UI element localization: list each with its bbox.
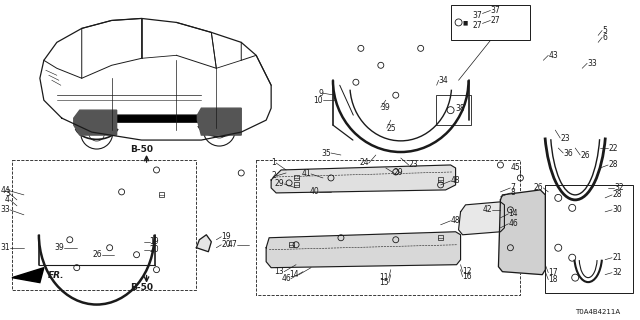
Text: 28: 28 xyxy=(608,161,618,170)
Text: 19: 19 xyxy=(221,232,231,241)
Polygon shape xyxy=(271,165,456,193)
Text: 1: 1 xyxy=(271,158,276,167)
Text: 30: 30 xyxy=(612,205,622,214)
Text: 39: 39 xyxy=(54,243,64,252)
Text: 27: 27 xyxy=(490,16,500,25)
Text: 32: 32 xyxy=(614,183,624,192)
Text: 18: 18 xyxy=(548,275,558,284)
Polygon shape xyxy=(266,232,461,268)
Polygon shape xyxy=(12,268,44,283)
Bar xyxy=(545,185,633,292)
Polygon shape xyxy=(109,115,216,122)
Text: 15: 15 xyxy=(379,278,388,287)
Text: 31: 31 xyxy=(1,243,10,252)
Text: 27: 27 xyxy=(472,21,482,30)
Text: 2: 2 xyxy=(271,172,276,180)
Text: 34: 34 xyxy=(438,76,449,85)
Text: 20: 20 xyxy=(150,245,159,254)
Text: 46: 46 xyxy=(508,219,518,228)
Text: 24: 24 xyxy=(359,158,369,167)
Text: 4: 4 xyxy=(5,196,10,204)
Text: 25: 25 xyxy=(387,124,396,132)
Bar xyxy=(256,160,520,295)
Text: 9: 9 xyxy=(318,89,323,98)
Bar xyxy=(436,95,470,125)
Text: 28: 28 xyxy=(612,190,621,199)
Text: 16: 16 xyxy=(463,272,472,281)
Text: B-50: B-50 xyxy=(131,145,154,154)
Bar xyxy=(451,5,531,40)
Text: 11: 11 xyxy=(380,273,388,282)
Text: 48: 48 xyxy=(451,216,460,225)
Bar xyxy=(294,182,299,188)
Text: T0A4B4211A: T0A4B4211A xyxy=(575,308,620,315)
Text: 6: 6 xyxy=(602,33,607,42)
Text: 21: 21 xyxy=(612,253,621,262)
Bar xyxy=(12,160,196,290)
Text: 23: 23 xyxy=(560,133,570,143)
Text: 37: 37 xyxy=(472,11,483,20)
Text: 40: 40 xyxy=(309,188,319,196)
Text: 29: 29 xyxy=(394,168,403,178)
Text: 22: 22 xyxy=(608,144,618,153)
Text: 13: 13 xyxy=(275,267,284,276)
Text: 14: 14 xyxy=(508,209,518,218)
Text: 35: 35 xyxy=(321,148,331,157)
Text: 10: 10 xyxy=(314,96,323,105)
Bar xyxy=(438,178,443,182)
Text: 12: 12 xyxy=(463,267,472,276)
Text: 44: 44 xyxy=(0,187,10,196)
Text: 36: 36 xyxy=(563,148,573,157)
Polygon shape xyxy=(499,190,545,275)
Text: 37: 37 xyxy=(490,6,500,15)
Text: 45: 45 xyxy=(511,164,520,172)
Bar xyxy=(438,235,443,240)
Text: 33: 33 xyxy=(587,59,597,68)
Text: 5: 5 xyxy=(602,26,607,35)
Text: 39: 39 xyxy=(381,103,390,112)
Polygon shape xyxy=(459,202,504,235)
Bar xyxy=(294,175,299,180)
Text: 17: 17 xyxy=(548,268,558,277)
Text: 38: 38 xyxy=(456,104,465,113)
Text: 19: 19 xyxy=(150,237,159,246)
Text: 23: 23 xyxy=(409,161,419,170)
Text: 43: 43 xyxy=(548,51,558,60)
Text: 26: 26 xyxy=(534,183,543,192)
Text: 46: 46 xyxy=(282,274,291,283)
Text: 3: 3 xyxy=(5,189,10,198)
Text: 47: 47 xyxy=(227,240,237,249)
Polygon shape xyxy=(197,108,241,135)
Text: 33: 33 xyxy=(0,205,10,214)
Text: B-50: B-50 xyxy=(131,283,154,292)
Text: 41: 41 xyxy=(301,170,311,179)
Text: 26: 26 xyxy=(92,250,102,259)
Bar xyxy=(159,192,164,197)
Text: FR.: FR. xyxy=(48,271,65,280)
Text: 32: 32 xyxy=(612,268,621,277)
Text: 29: 29 xyxy=(275,180,284,188)
Text: 14: 14 xyxy=(289,270,299,279)
Text: 26: 26 xyxy=(580,150,590,159)
Text: 48: 48 xyxy=(451,176,460,185)
Polygon shape xyxy=(196,235,211,252)
Text: ■: ■ xyxy=(463,20,468,25)
Text: 8: 8 xyxy=(511,188,515,197)
Text: 7: 7 xyxy=(511,183,515,192)
Text: 42: 42 xyxy=(483,205,492,214)
Text: 20: 20 xyxy=(221,240,231,249)
Polygon shape xyxy=(74,110,116,135)
Bar xyxy=(289,242,294,247)
